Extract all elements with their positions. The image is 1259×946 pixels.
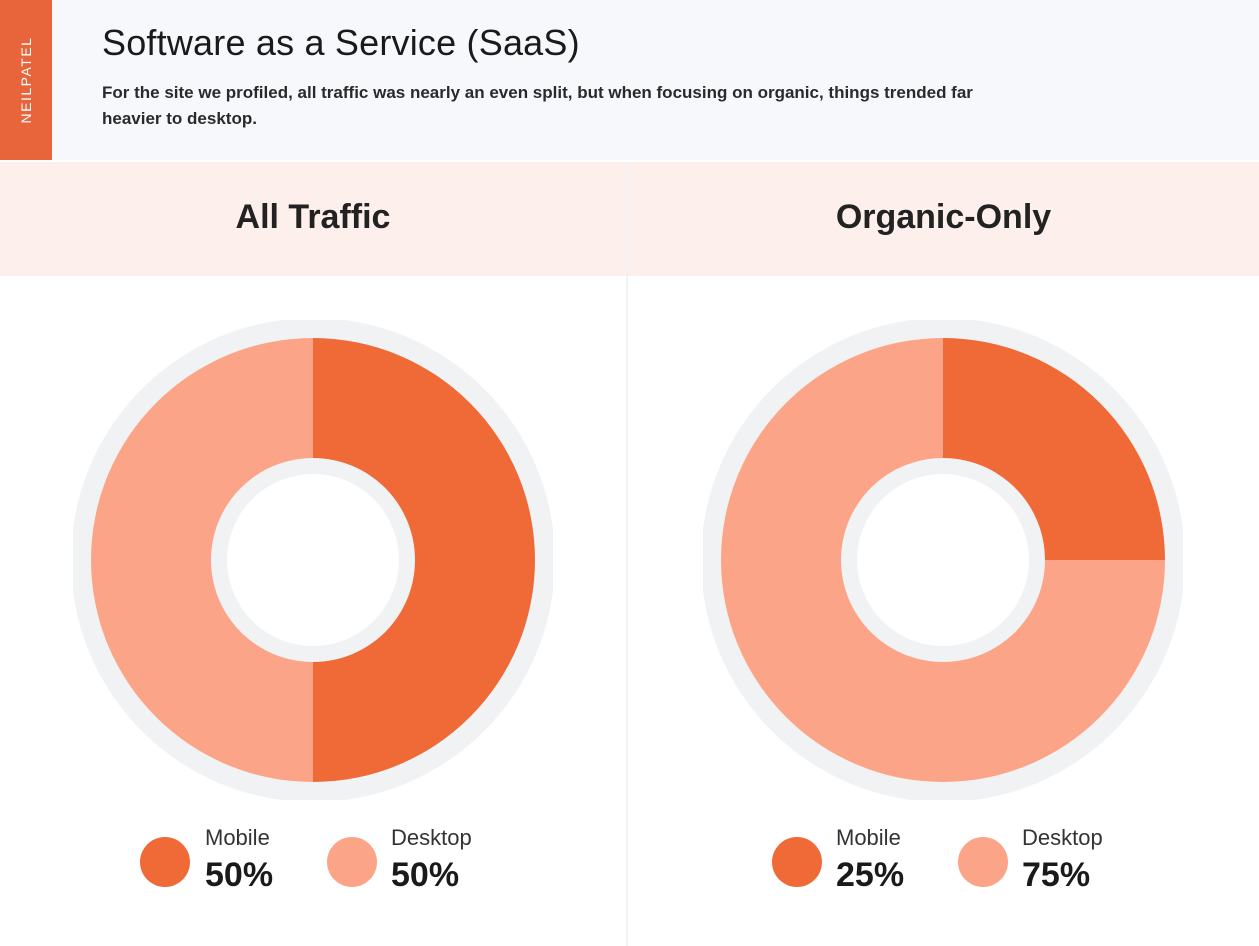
legend-value-mobile: 25% [836,856,905,894]
page-subtitle: For the site we profiled, all traffic wa… [102,83,973,128]
legend-label-mobile: Mobile [205,825,270,850]
panel-header-all-traffic: All Traffic [0,162,626,276]
pie-slice-desktop [91,338,313,782]
legend-label-desktop: Desktop [1022,825,1103,850]
brand-logo: NEILPATEL [18,36,34,124]
legend-swatch-mobile [772,837,822,887]
donut-center [227,474,399,646]
legend-value-desktop: 75% [1022,856,1091,894]
header: NEILPATEL Software as a Service (SaaS) F… [0,0,1259,160]
legend-swatch-desktop [958,837,1008,887]
donut-chart-organic-only [703,320,1183,800]
legend-value-mobile: 50% [205,856,274,894]
panel-header-organic-only: Organic-Only [628,162,1259,276]
pie-slice-mobile [313,338,535,782]
brand-tab: NEILPATEL [0,0,52,160]
donut-center [857,474,1029,646]
page-title: Software as a Service (SaaS) [102,22,580,63]
panel-divider [626,162,628,946]
donut-chart-all-traffic [73,320,553,800]
legend-value-desktop: 50% [391,856,460,894]
chart-title-organic-only: Organic-Only [835,198,1052,236]
chart-title-all-traffic: All Traffic [235,198,391,236]
legend-swatch-desktop [327,837,377,887]
pie-slice-mobile [943,338,1165,560]
legend-swatch-mobile [140,837,190,887]
legend-label-mobile: Mobile [836,825,901,850]
legend-label-desktop: Desktop [391,825,472,850]
pie-slice-desktop [721,338,1165,782]
